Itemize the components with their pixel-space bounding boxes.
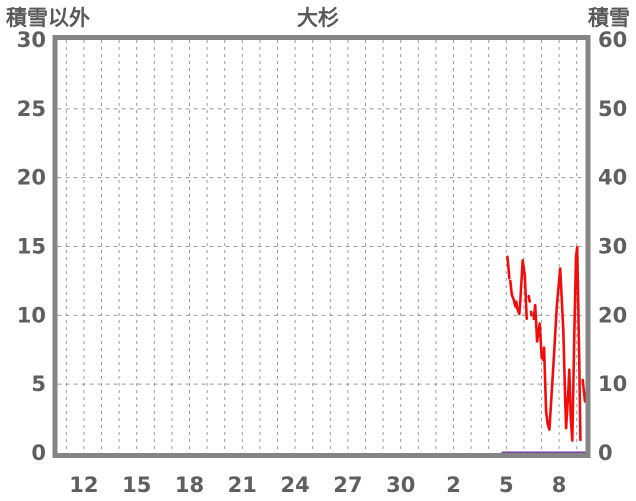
left-axis-tick-label: 0 bbox=[31, 441, 46, 465]
right-axis-tick-label: 10 bbox=[598, 372, 627, 396]
right-axis-tick-label: 20 bbox=[598, 303, 627, 327]
left-axis-tick-label: 25 bbox=[17, 97, 46, 121]
x-tick-label: 5 bbox=[499, 473, 514, 497]
right-axis-tick-label: 30 bbox=[598, 235, 627, 259]
right-axis-tick-label: 60 bbox=[598, 28, 627, 52]
x-tick-label: 27 bbox=[333, 473, 362, 497]
left-axis-title: 積雪以外 bbox=[6, 6, 90, 30]
x-tick-label: 8 bbox=[552, 473, 567, 497]
x-tick-label: 21 bbox=[228, 473, 257, 497]
x-tick-label: 12 bbox=[69, 473, 98, 497]
left-axis-tick-label: 15 bbox=[17, 235, 46, 259]
right-axis-title: 積雪 bbox=[588, 6, 630, 30]
x-tick-label: 24 bbox=[280, 473, 309, 497]
chart-title: 大杉 bbox=[297, 6, 339, 30]
left-axis-tick-label: 30 bbox=[17, 28, 46, 52]
right-axis-tick-label: 40 bbox=[598, 166, 627, 190]
right-axis-tick-label: 0 bbox=[598, 441, 613, 465]
left-axis-tick-label: 10 bbox=[17, 303, 46, 327]
snow-depth-line bbox=[506, 245, 587, 442]
x-tick-label: 30 bbox=[386, 473, 415, 497]
right-axis-tick-label: 50 bbox=[598, 97, 627, 121]
x-tick-label: 18 bbox=[175, 473, 204, 497]
x-tick-label: 15 bbox=[122, 473, 151, 497]
left-axis-tick-label: 5 bbox=[31, 372, 46, 396]
plot-border bbox=[52, 35, 591, 458]
left-axis-tick-label: 20 bbox=[17, 166, 46, 190]
x-tick-label: 2 bbox=[446, 473, 461, 497]
